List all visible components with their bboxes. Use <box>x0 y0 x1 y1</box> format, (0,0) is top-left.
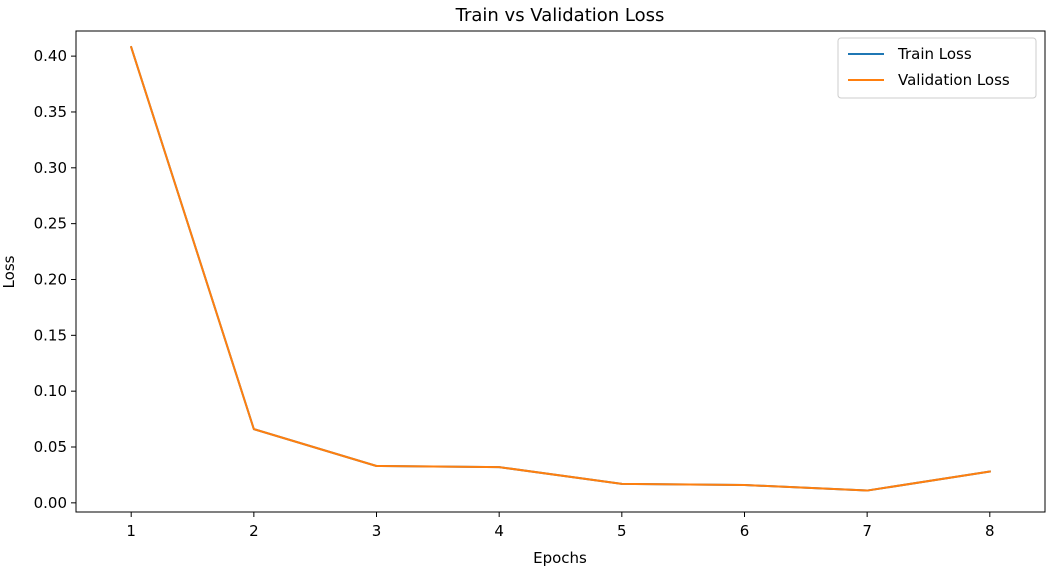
x-tick-label: 4 <box>494 522 504 540</box>
x-tick-label: 8 <box>985 522 995 540</box>
series-line-validation-loss <box>129 45 991 492</box>
plot-frame <box>75 30 1046 513</box>
y-tick-label: 0.05 <box>34 438 67 456</box>
x-axis-label: Epochs <box>533 549 587 567</box>
legend: Train Loss Validation Loss <box>837 37 1037 99</box>
x-tick-label: 5 <box>617 522 627 540</box>
y-tick-label: 0.15 <box>34 326 67 344</box>
y-tick-label: 0.10 <box>34 382 67 400</box>
y-axis-label: Loss <box>0 255 18 288</box>
legend-label-train-loss: Train Loss <box>897 45 972 63</box>
series-lines <box>129 45 991 492</box>
y-tick-label: 0.20 <box>34 270 67 288</box>
legend-label-validation-loss: Validation Loss <box>898 71 1010 89</box>
y-tick-label: 0.35 <box>34 103 67 121</box>
x-tick-label: 2 <box>249 522 259 540</box>
y-tick-label: 0.30 <box>34 159 67 177</box>
x-axis-ticks: 1 2 3 4 5 6 7 8 <box>126 512 995 540</box>
legend-frame <box>837 37 1037 99</box>
y-tick-label: 0.00 <box>34 494 67 512</box>
x-tick-label: 3 <box>372 522 382 540</box>
y-tick-label: 0.40 <box>34 47 67 65</box>
y-tick-label: 0.25 <box>34 215 67 233</box>
y-axis-ticks: 0.00 0.05 0.10 0.15 0.20 0.25 0.30 0.35 0.40 <box>34 47 76 512</box>
x-tick-label: 6 <box>740 522 750 540</box>
x-tick-label: 1 <box>126 522 136 540</box>
x-tick-label: 7 <box>862 522 872 540</box>
chart-title: Train vs Validation Loss <box>455 5 665 26</box>
